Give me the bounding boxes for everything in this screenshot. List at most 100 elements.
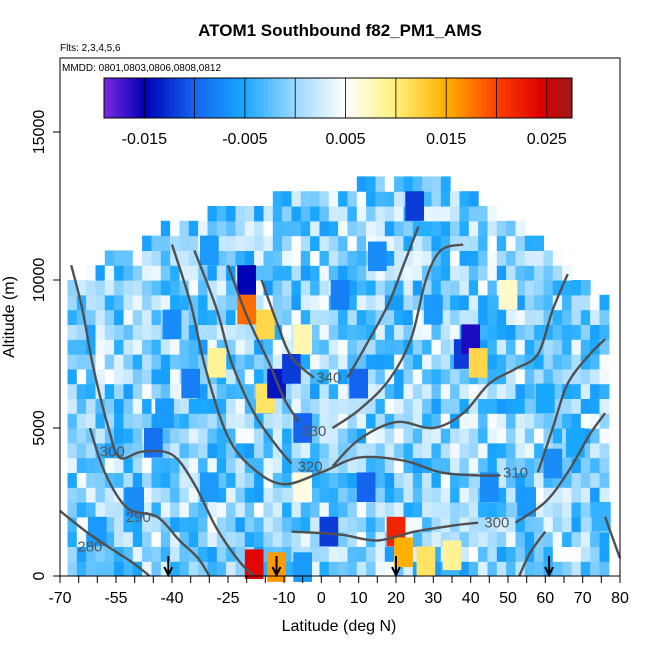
field-cell	[571, 280, 582, 296]
field-cell	[86, 280, 96, 296]
field-cell	[450, 502, 460, 518]
field-cell	[338, 324, 348, 340]
field-cell	[310, 413, 320, 429]
field-cell	[216, 487, 227, 503]
field-cell	[366, 280, 376, 296]
field-cell	[366, 457, 376, 473]
field-cell	[356, 546, 367, 562]
colorbar-segment	[404, 78, 409, 118]
field-cell	[142, 472, 152, 488]
field-cell	[95, 502, 106, 518]
field-cell	[216, 428, 227, 444]
field-cell	[216, 516, 227, 533]
field-cell	[496, 457, 507, 473]
field-cell	[188, 220, 199, 237]
field-cell	[562, 309, 572, 325]
field-cell	[310, 324, 320, 340]
field-cell	[412, 294, 423, 311]
colorbar-segment	[232, 78, 238, 118]
field-cell	[142, 280, 152, 296]
field-cell	[552, 324, 563, 340]
field-cell	[440, 265, 451, 281]
field-cell	[599, 546, 610, 562]
contour-line	[193, 249, 293, 465]
colorbar-segment	[416, 78, 421, 118]
field-cell	[95, 487, 106, 503]
field-cell	[300, 368, 311, 385]
field-cell	[170, 368, 180, 385]
field-cell	[487, 294, 498, 311]
field-cell	[440, 487, 451, 503]
contour-line	[346, 226, 420, 379]
field-cell	[188, 428, 199, 444]
colorbar-tick-label: 0.025	[527, 131, 567, 148]
field-cell	[450, 220, 460, 237]
colorbar-segment	[509, 78, 514, 118]
field-cell	[450, 191, 460, 207]
field-cell	[123, 413, 134, 429]
field-cell	[375, 206, 386, 222]
field-cell	[216, 324, 227, 340]
field-cell	[384, 265, 395, 281]
field-cell	[310, 561, 320, 577]
field-cell	[506, 531, 516, 547]
field-cell	[478, 265, 488, 281]
field-cell	[179, 220, 190, 237]
field-cell	[366, 368, 376, 385]
colorbar-segment	[131, 78, 136, 118]
field-cell	[132, 250, 143, 266]
x-tick-label: -70	[48, 590, 71, 607]
field-cell	[104, 442, 115, 459]
field-cell	[263, 516, 274, 533]
field-cell	[515, 561, 526, 577]
field-cell	[310, 472, 320, 488]
field-cell	[552, 502, 563, 518]
colorbar-segment	[209, 78, 214, 118]
field-cell	[422, 250, 432, 266]
field-cell	[412, 428, 423, 444]
field-cell	[356, 324, 367, 340]
field-cell	[571, 516, 582, 533]
field-cell	[67, 339, 78, 355]
field-cell	[534, 235, 544, 251]
field-cell	[440, 294, 451, 311]
field-cell	[412, 531, 423, 547]
field-cell	[114, 339, 124, 355]
field-cell	[300, 206, 311, 222]
field-cell	[534, 368, 544, 385]
colorbar-segment	[384, 78, 390, 118]
field-cell	[459, 428, 470, 444]
field-cell	[524, 265, 535, 281]
field-cell	[562, 368, 572, 385]
field-cell	[384, 472, 395, 488]
field-cell	[459, 280, 470, 296]
colorbar-segment	[197, 78, 202, 118]
field-cell	[440, 502, 451, 518]
field-cell	[440, 413, 451, 429]
field-cell	[216, 457, 227, 473]
x-tick-label: 80	[611, 590, 629, 607]
field-cell	[67, 561, 78, 577]
heatmap-cell	[394, 537, 413, 568]
field-cell	[282, 487, 292, 503]
colorbar-segment	[501, 78, 507, 118]
heatmap-cell	[88, 516, 107, 547]
field-cell	[300, 265, 311, 281]
field-cell	[403, 250, 414, 266]
colorbar-segment	[548, 78, 553, 118]
field-cell	[114, 413, 124, 429]
field-cell	[543, 531, 554, 547]
field-cell	[328, 265, 339, 281]
field-cell	[142, 265, 152, 281]
field-cell	[282, 265, 292, 281]
field-cell	[244, 235, 255, 251]
field-cell	[291, 235, 302, 251]
field-cell	[188, 487, 199, 503]
field-cell	[151, 294, 162, 311]
colorbar-segment	[486, 78, 491, 118]
field-cell	[496, 531, 507, 547]
contour-label: 300	[484, 515, 509, 532]
field-cell	[422, 265, 432, 281]
field-cell	[347, 516, 358, 533]
field-cell	[431, 442, 442, 459]
